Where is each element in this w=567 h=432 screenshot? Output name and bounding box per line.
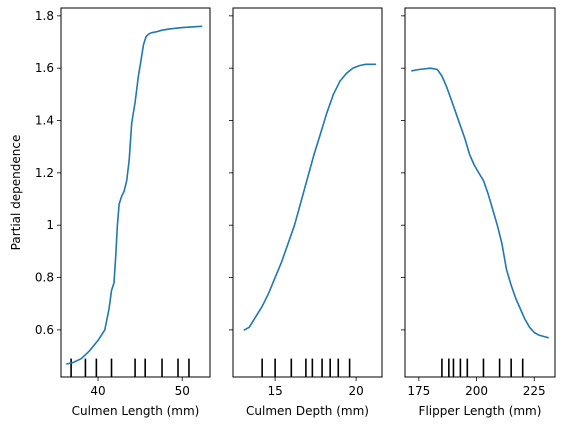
y-tick-label: 1.8 (35, 9, 54, 23)
x-axis-label: Culmen Length (mm) (72, 404, 200, 418)
x-tick-label: 40 (90, 384, 105, 398)
x-tick-label: 200 (465, 384, 488, 398)
y-tick-label: 1.6 (35, 61, 54, 75)
x-axis-label: Flipper Length (mm) (419, 404, 542, 418)
pd-curve (66, 25, 203, 365)
x-tick-label: 20 (348, 384, 363, 398)
x-axis-label: Culmen Depth (mm) (246, 404, 369, 418)
x-tick-label: 225 (523, 384, 546, 398)
axes-frame (232, 7, 383, 378)
y-tick-label: 0.8 (35, 271, 54, 285)
y-tick-label: 1 (46, 218, 54, 232)
pdp-panel-2: 15 20 Culmen Depth (mm) (229, 7, 383, 418)
y-tick-label: 1.4 (35, 114, 54, 128)
x-tick-label: 175 (407, 384, 430, 398)
x-tick-label: 50 (175, 384, 190, 398)
y-tick-label: 0.6 (35, 323, 54, 337)
panels: 40 50 0.6 0.8 1 1.2 1.4 1.6 1.8 Culmen Length (mm… (9, 7, 556, 418)
axes-frame (404, 7, 556, 378)
pdp-panel-1: 40 50 0.6 0.8 1 1.2 1.4 1.6 1.8 Culmen Length (mm… (9, 7, 211, 418)
pd-curve (243, 63, 377, 331)
pdp-panel-3: 175 200 225 Flipper Length (mm) (401, 7, 556, 418)
x-tick-label: 15 (267, 384, 282, 398)
pd-curve (411, 67, 549, 339)
y-axis-label: Partial dependence (9, 135, 23, 251)
y-tick-label: 1.2 (35, 166, 54, 180)
axes-frame (60, 7, 211, 378)
